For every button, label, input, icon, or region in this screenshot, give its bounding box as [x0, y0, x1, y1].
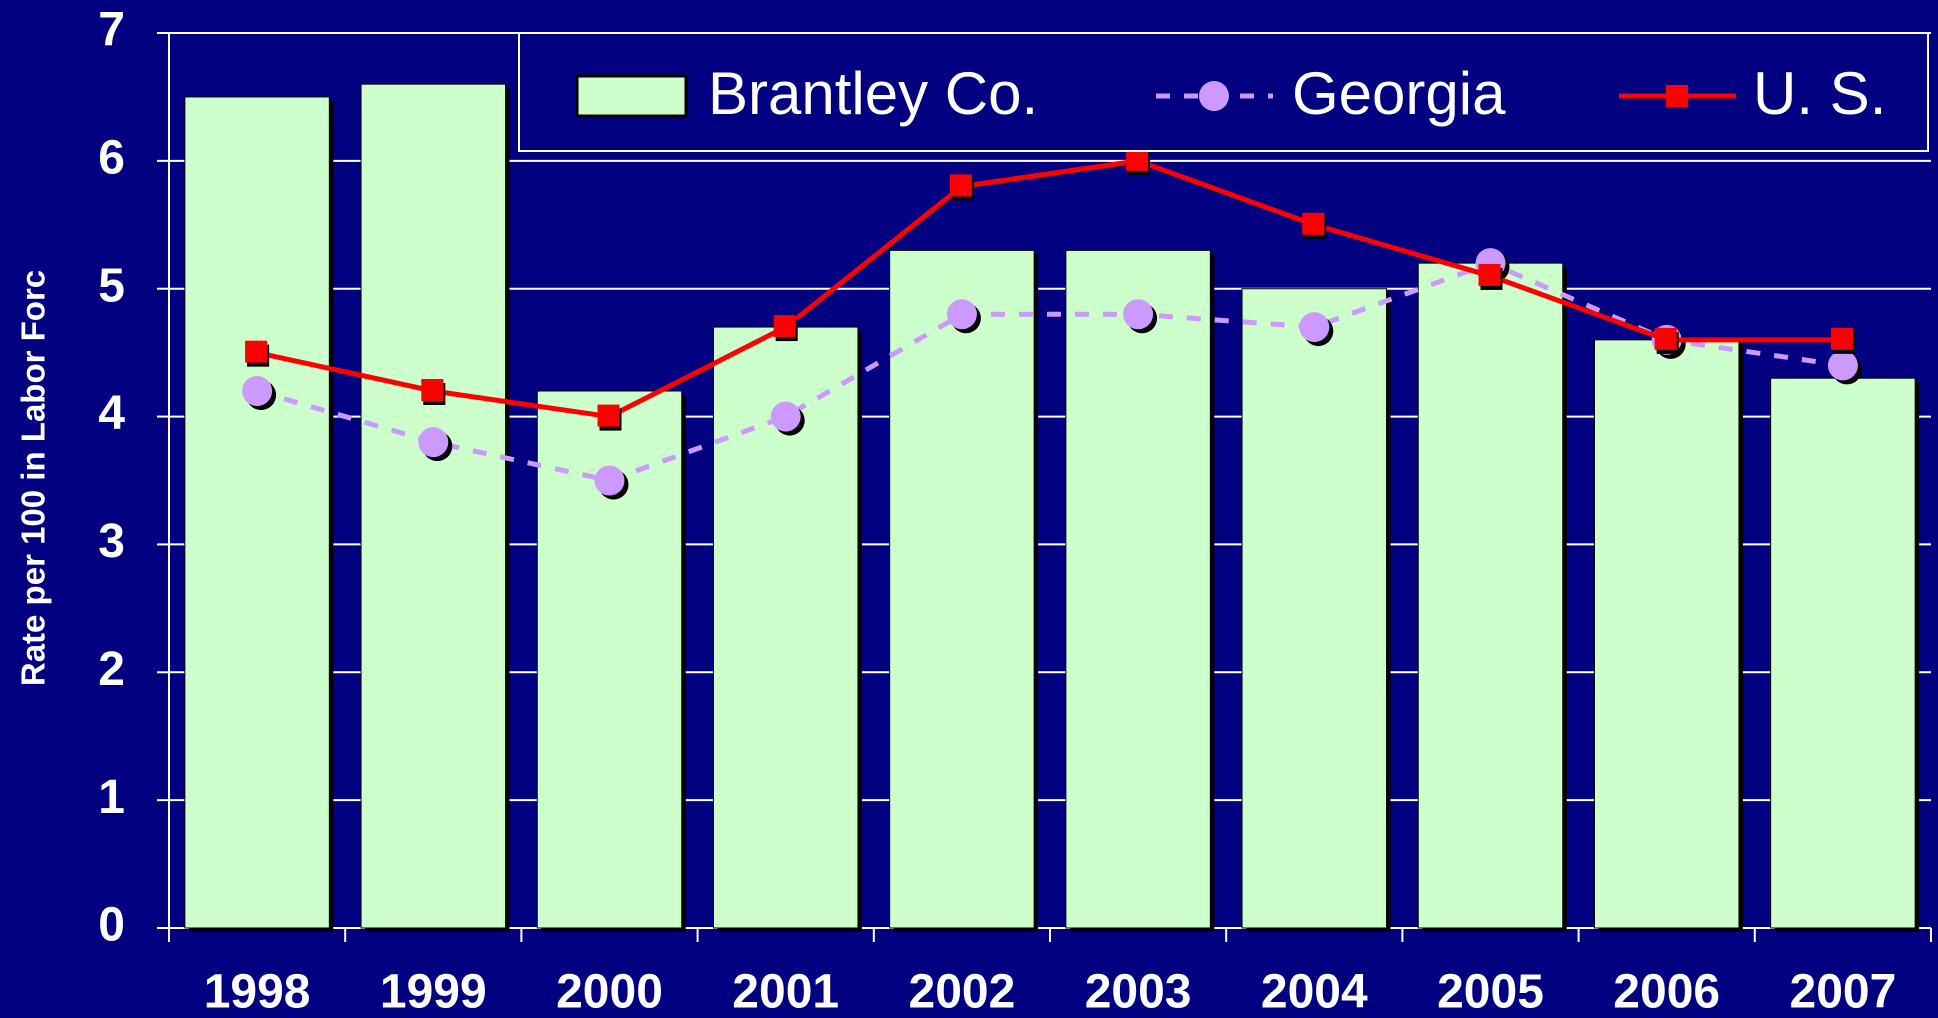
bar: [1065, 249, 1211, 929]
marker: [770, 401, 801, 432]
y-tick-label: 7: [98, 4, 125, 57]
y-tick-label: 6: [98, 132, 125, 185]
marker: [1478, 263, 1501, 286]
line: [256, 260, 1844, 484]
x-tick-label: 2006: [1613, 966, 1720, 1018]
marker: [1299, 312, 1330, 343]
marker: [242, 376, 273, 406]
x-tick-label: 2003: [1085, 966, 1192, 1018]
x-tick-label: 1999: [380, 966, 487, 1018]
bar: [889, 249, 1035, 929]
bar: [1241, 288, 1388, 929]
x-tick-label: 2004: [1261, 966, 1368, 1018]
bar: [1593, 339, 1740, 929]
bar: [1417, 262, 1564, 929]
legend-marker: [1199, 81, 1229, 111]
marker: [949, 174, 972, 197]
x-tick-label: 2001: [732, 966, 839, 1018]
marker: [1830, 327, 1853, 350]
bar: [360, 83, 507, 929]
y-axis-label: Rate per 100 in Labor Forc: [15, 270, 52, 686]
y-tick-label: 1: [98, 771, 125, 824]
y-tick-label: 0: [98, 899, 125, 952]
marker: [946, 299, 977, 330]
marker: [1827, 350, 1858, 381]
legend-label: Georgia: [1292, 60, 1506, 127]
legend-marker: [1666, 85, 1688, 107]
x-tick-label: 2002: [909, 966, 1016, 1018]
marker: [773, 315, 796, 338]
y-tick-label: 5: [98, 259, 125, 312]
marker: [418, 427, 449, 458]
marker: [245, 340, 268, 363]
x-tick-label: 2007: [1790, 966, 1897, 1018]
marker: [1302, 212, 1325, 235]
y-tick-label: 3: [98, 515, 125, 568]
bar: [1770, 377, 1916, 929]
marker: [1126, 148, 1149, 171]
line: [256, 158, 1843, 420]
y-tick-label: 2: [98, 643, 125, 696]
bar: [184, 96, 330, 929]
x-tick-label: 1998: [204, 966, 311, 1018]
y-tick-label: 4: [98, 387, 125, 440]
marker: [597, 404, 620, 427]
x-tick-label: 2000: [556, 966, 663, 1018]
x-tick-label: 2005: [1437, 966, 1544, 1018]
marker: [594, 465, 625, 496]
marker: [1654, 327, 1677, 350]
legend-label: Brantley Co.: [708, 60, 1038, 127]
marker: [421, 379, 444, 401]
marker: [1123, 299, 1154, 330]
legend-label: U. S.: [1753, 60, 1886, 127]
legend-swatch: [575, 74, 688, 118]
